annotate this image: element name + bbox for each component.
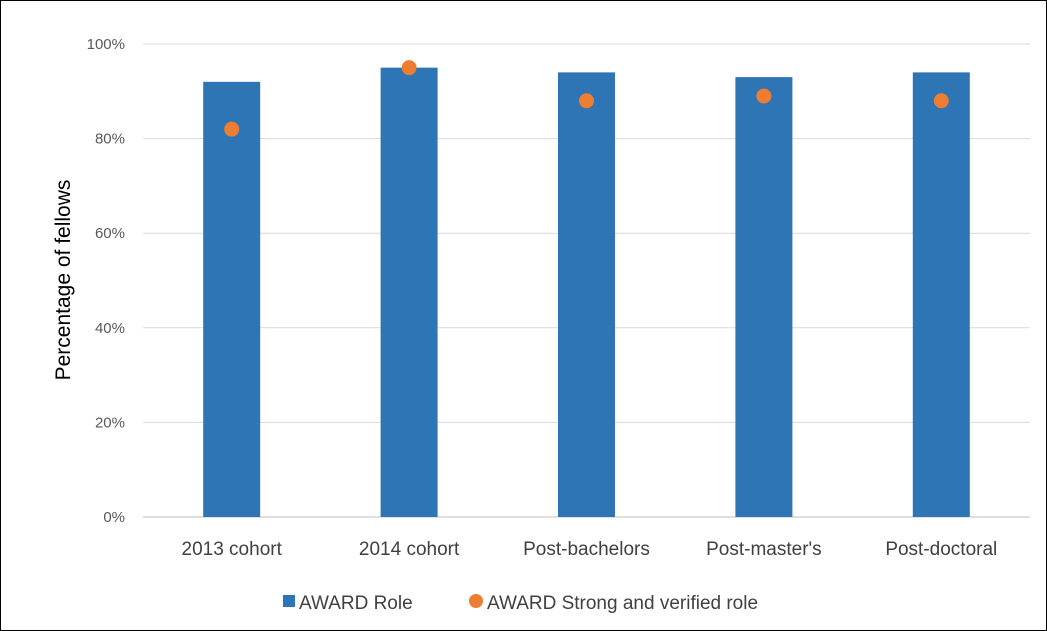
x-category-label: 2013 cohort <box>182 539 283 560</box>
y-axis-ticks: 0% 20% 40% 60% 80% 100% <box>87 36 125 526</box>
y-tick-label: 100% <box>87 36 125 53</box>
bar <box>735 77 793 518</box>
x-category-label: Post-master's <box>706 539 822 560</box>
x-category-label: Post-bachelors <box>523 539 650 560</box>
marker-point <box>933 93 949 109</box>
marker-point <box>224 121 240 137</box>
y-axis-label: Percentage of fellows <box>52 180 75 381</box>
bar <box>912 72 970 517</box>
y-tick-label: 60% <box>95 225 125 242</box>
marker-point <box>579 93 594 109</box>
bar-series <box>203 67 970 518</box>
legend: AWARD Role AWARD Strong and verified role <box>283 593 758 614</box>
legend-label: AWARD Strong and verified role <box>487 593 758 614</box>
y-tick-label: 40% <box>95 320 125 337</box>
marker-point <box>756 88 772 104</box>
x-category-label: Post-doctoral <box>885 539 997 560</box>
y-tick-label: 20% <box>95 414 125 431</box>
y-tick-label: 80% <box>95 131 125 148</box>
legend-swatch-marker <box>469 594 483 608</box>
x-axis-categories: 2013 cohort 2014 cohort Post-bachelors Post… <box>182 539 998 560</box>
marker-series <box>224 60 949 137</box>
y-tick-label: 0% <box>103 509 125 526</box>
legend-swatch-bar <box>283 595 295 607</box>
bar <box>558 72 615 517</box>
legend-label: AWARD Role <box>299 593 413 614</box>
marker-point <box>401 60 417 76</box>
bar <box>380 67 438 518</box>
x-category-label: 2014 cohort <box>359 539 460 560</box>
bar <box>203 81 261 517</box>
